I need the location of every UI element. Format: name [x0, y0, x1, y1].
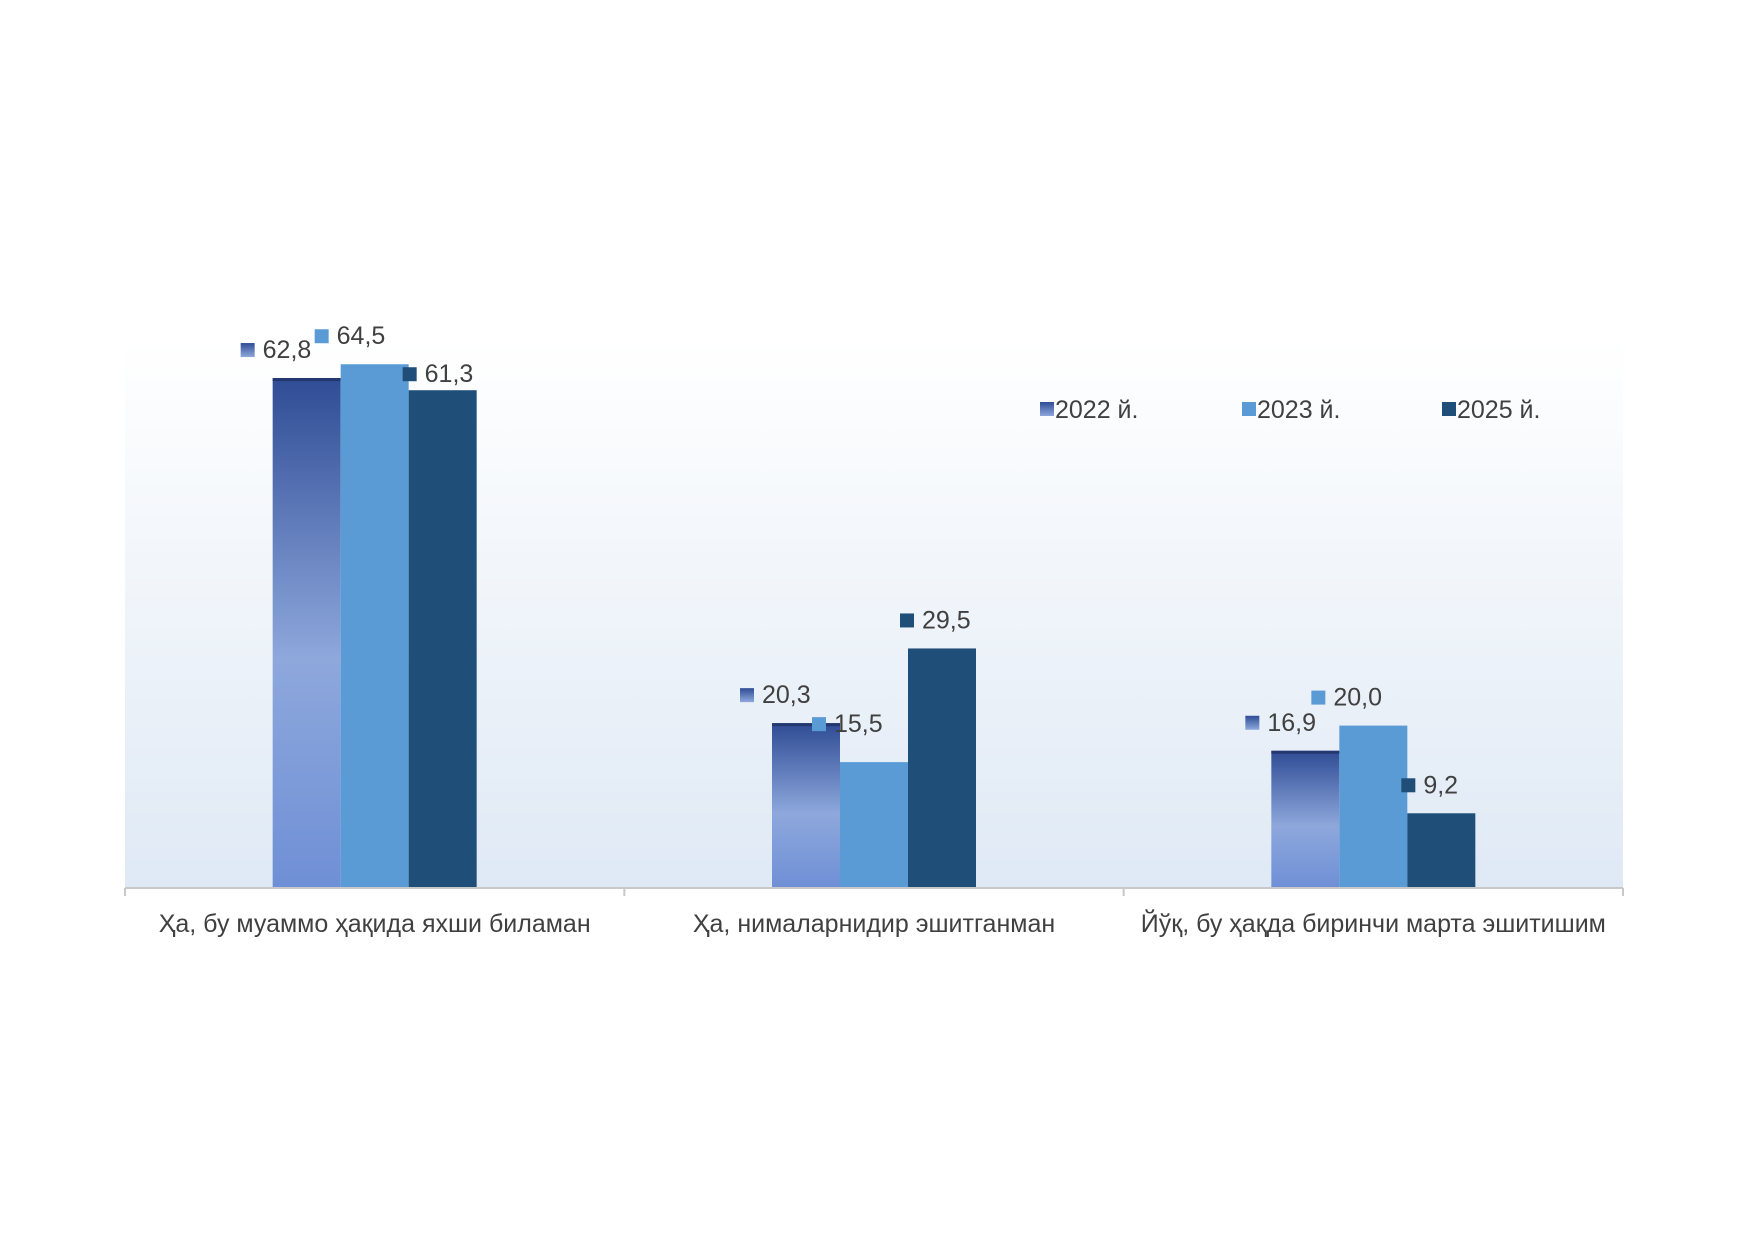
legend-swatch-1: [1040, 402, 1054, 416]
data-label-marker: [1311, 690, 1326, 705]
bar-2-3: [1339, 725, 1408, 888]
bar-top-edge: [1271, 750, 1340, 754]
legend-label-1: 2022 й.: [1055, 396, 1138, 424]
data-label: 20,0: [1333, 684, 1382, 712]
x-tick-label: Йўқ, бу ҳақда биринчи марта эшитишим: [1141, 908, 1606, 938]
bar-top-edge: [772, 723, 840, 727]
data-label-marker: [812, 717, 826, 732]
data-label: 16,9: [1267, 709, 1316, 737]
data-label-marker: [402, 367, 417, 382]
bar-3-3: [1407, 813, 1476, 888]
legend-label-3: 2025 й.: [1457, 396, 1540, 424]
bar-top-edge: [272, 378, 341, 382]
data-label-marker: [740, 688, 754, 703]
bar-1-2: [772, 723, 840, 888]
bar-3-2: [908, 648, 976, 888]
data-label-marker: [1401, 778, 1416, 793]
bar-2-1: [340, 364, 409, 888]
bar-3-1: [408, 390, 477, 888]
data-label: 64,5: [337, 322, 386, 350]
bar-1-1: [272, 378, 341, 888]
bar-2-2: [840, 762, 908, 888]
legend-swatch-2: [1242, 402, 1256, 416]
data-label: 20,3: [762, 681, 811, 709]
legend: 2022 й. 2023 й. 2025 й.: [1040, 396, 1540, 424]
bars-layer: [272, 364, 1476, 888]
x-axis: Ҳа, бу муаммо ҳақида яхши биламан Ҳа, ним…: [124, 887, 1624, 938]
x-tick-label: Ҳа, бу муаммо ҳақида яхши биламан: [159, 910, 591, 938]
data-label-marker: [900, 613, 914, 628]
legend-label-2: 2023 й.: [1257, 396, 1340, 424]
data-label-marker: [1245, 715, 1260, 730]
bar-1-3: [1271, 750, 1340, 888]
data-label: 61,3: [425, 360, 474, 388]
data-label: 29,5: [922, 606, 971, 634]
data-labels-layer: 62,8 64,5 61,3 20,3 15,5 29,5 16,9 20,0 9,2: [240, 322, 1458, 799]
data-label: 15,5: [834, 710, 883, 738]
data-label-marker: [240, 343, 255, 358]
data-label: 62,8: [263, 336, 312, 364]
legend-swatch-3: [1442, 402, 1456, 416]
data-label-marker: [314, 329, 329, 344]
data-label: 9,2: [1423, 771, 1458, 799]
x-tick-label: Ҳа, нималарнидир эшитганман: [693, 910, 1055, 938]
